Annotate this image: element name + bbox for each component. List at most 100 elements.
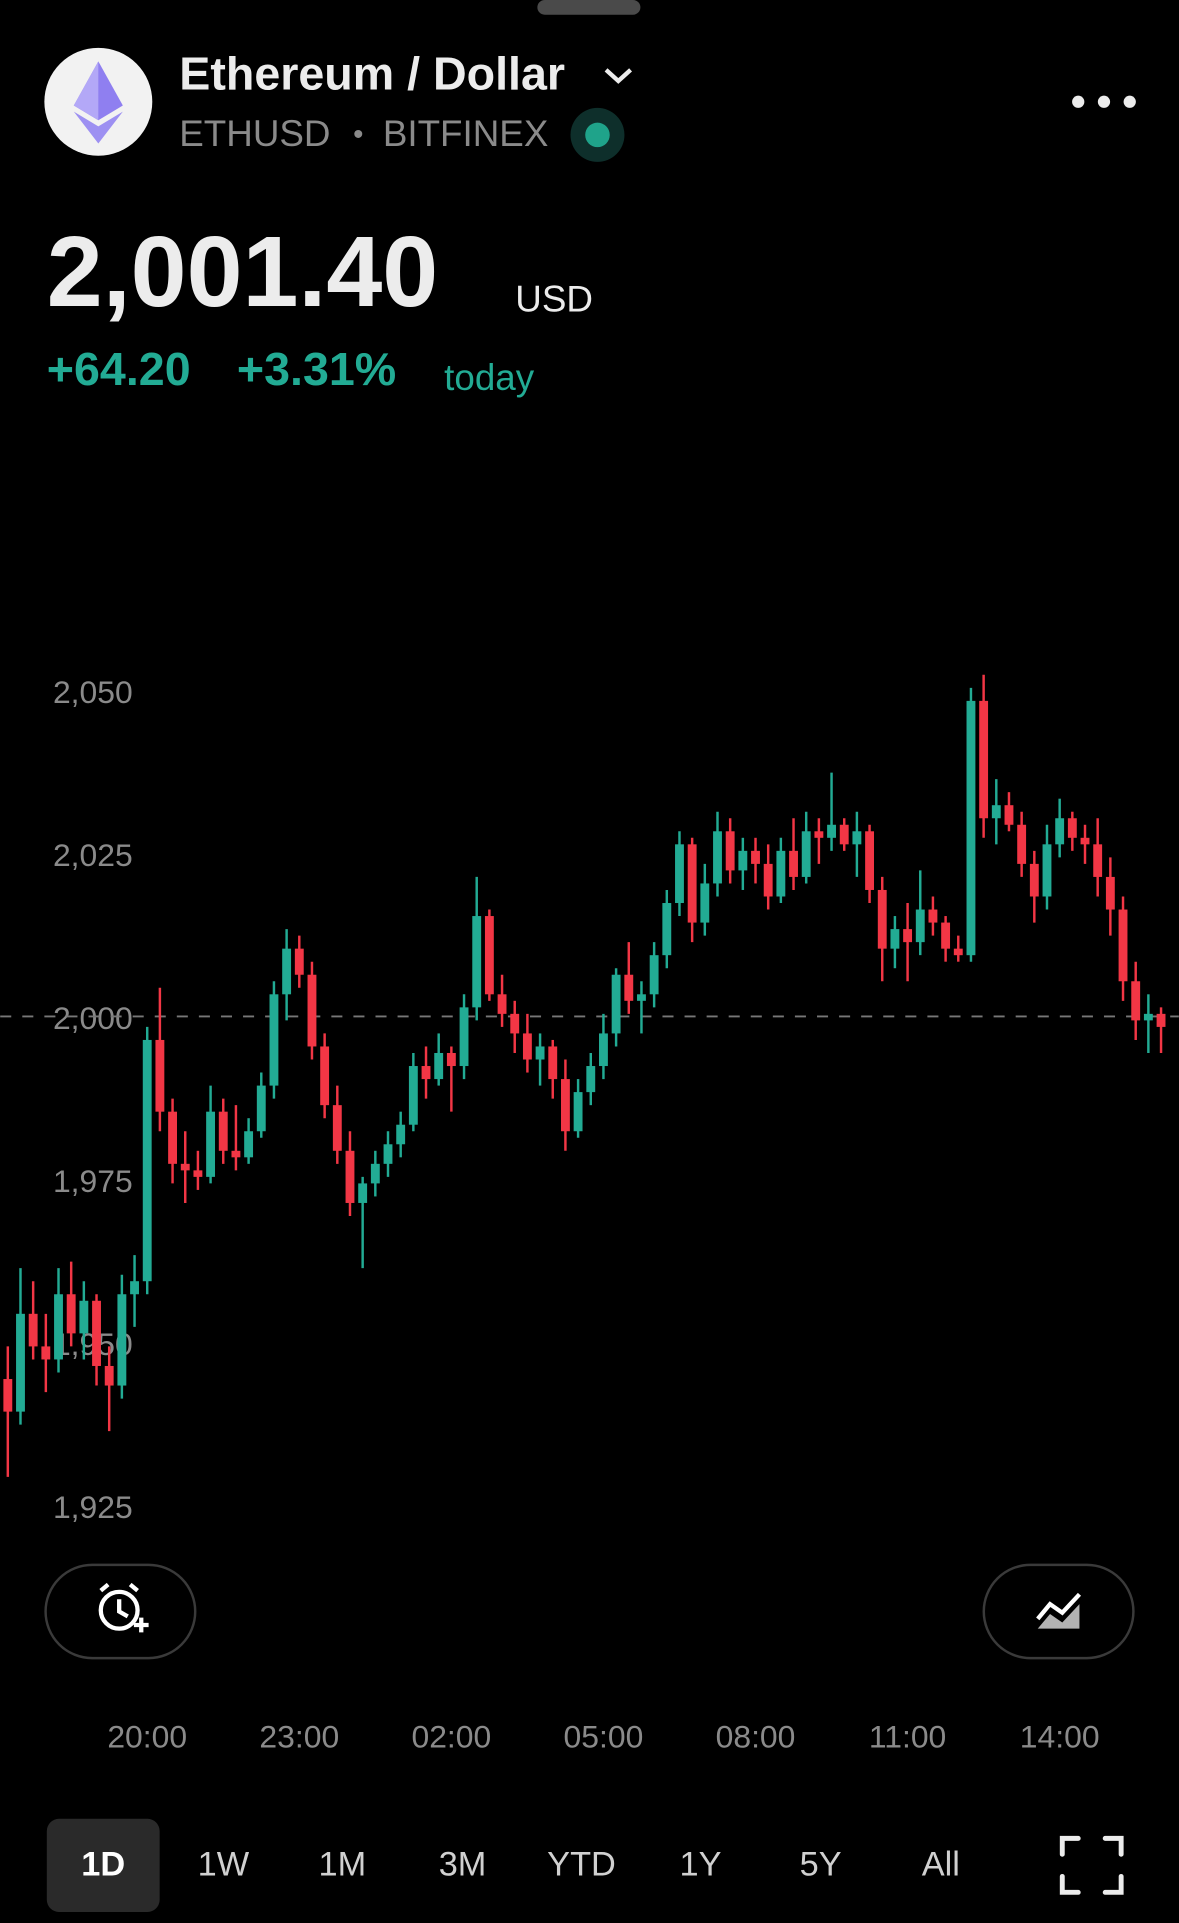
candle-body [155,1039,165,1112]
candle-body [231,1150,241,1158]
candle-body [117,1294,127,1386]
price-change: +64.20 [47,343,191,395]
candle-body [1156,1013,1166,1027]
candle-body [3,1379,13,1412]
timeframe-button[interactable]: 5Y [800,1846,842,1884]
x-tick-label: 02:00 [411,1718,491,1754]
candle-body [522,1033,532,1060]
market-status-dot [585,122,610,148]
candle-body [1131,981,1141,1021]
candle-body [700,883,710,923]
candle-body [358,1183,368,1203]
candle-body [687,844,697,923]
candle-body [16,1313,25,1412]
candle-body [1029,863,1039,897]
candle-body [408,1066,418,1125]
candle-body [66,1294,76,1334]
candle-body [548,1046,558,1080]
candle-body [383,1144,393,1164]
x-tick-label: 05:00 [564,1718,644,1754]
symbol-logo[interactable] [44,47,153,156]
timeframe-button[interactable]: 1Y [679,1846,721,1884]
candle-body [1080,837,1090,845]
candle-body [776,850,786,897]
more-menu[interactable] [1072,95,1136,108]
candle-body [41,1346,51,1360]
y-tick-label: 2,000 [53,1000,133,1036]
x-tick-label: 14:00 [1020,1718,1100,1754]
candle-body [738,850,748,871]
candle-body [130,1281,139,1295]
candle-body [434,1052,444,1080]
candle-body [966,700,976,956]
candle-body [28,1313,38,1347]
candle-body [573,1092,583,1132]
timeframe-button[interactable]: All [922,1846,960,1884]
candle-body [928,909,938,923]
candle-body [459,1007,469,1067]
y-tick-label: 1,925 [53,1489,133,1525]
candle-body [814,831,824,838]
chart-style-button[interactable] [982,1563,1135,1660]
candle-body [1055,818,1065,845]
candle-body [180,1163,190,1171]
candle-body [282,948,292,995]
symbol-title[interactable]: Ethereum / Dollar [179,48,565,100]
candle-body [421,1066,431,1080]
timeframe-button[interactable]: YTD [547,1846,616,1884]
candle-body [991,805,1001,819]
candle-body [1004,805,1014,825]
candle-body [1118,909,1128,982]
candle-body [535,1046,545,1060]
candle-body [332,1105,342,1151]
candle-body [497,994,507,1014]
fullscreen-button[interactable] [1059,1835,1124,1895]
candle-body [1042,844,1052,897]
candle-body [345,1150,355,1203]
candle-body [104,1365,114,1386]
y-tick-label: 2,050 [53,674,133,710]
candle-body [560,1079,570,1132]
x-tick-label: 11:00 [869,1718,946,1754]
candle-body [725,831,735,871]
candle-body [269,994,279,1086]
candle-body [472,916,482,1008]
timeframe-button[interactable]: 1W [198,1846,250,1884]
candle-body [675,844,684,904]
candle-body [586,1066,596,1093]
x-tick-label: 20:00 [107,1718,187,1754]
candle-body [827,824,836,838]
candle-body [979,700,989,819]
candle-body [142,1039,152,1282]
symbol-ticker: ETHUSD [179,113,330,154]
candle-body [865,831,875,890]
dropdown-chevron[interactable] [604,68,633,84]
timeframe-bar: 1D 1W 1M 3M YTD 1Y 5Y All [46,1818,960,1912]
timeframe-selected [46,1818,160,1912]
candle-body [611,974,621,1034]
candle-body [307,974,317,1047]
candle-body [54,1294,63,1360]
last-price: 2,001.40 [47,216,438,328]
candle-body [1067,818,1077,838]
candle-body [79,1300,89,1334]
candle-body [396,1124,406,1145]
currency: USD [515,278,593,319]
candle-body [510,1013,520,1034]
candle-body [789,850,798,877]
candle-body [751,850,760,864]
timeframe-button[interactable]: 1D [81,1846,125,1884]
timeframe-button[interactable]: 3M [439,1846,487,1884]
candle-body [294,948,304,975]
drag-handle[interactable] [537,0,641,15]
candle-body [320,1046,330,1106]
x-tick-label: 23:00 [259,1718,339,1754]
candle-body [206,1111,216,1177]
add-alert-button[interactable] [44,1563,197,1660]
timeframe-button[interactable]: 1M [319,1846,367,1884]
candle-body [446,1052,456,1067]
candle-body [1105,876,1115,910]
